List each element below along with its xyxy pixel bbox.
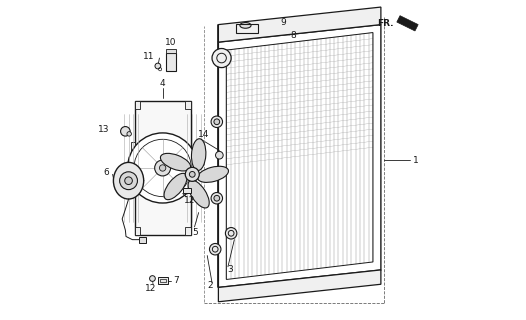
- Text: 5: 5: [193, 228, 198, 237]
- Circle shape: [159, 165, 166, 171]
- Bar: [160, 279, 166, 282]
- Bar: [185, 101, 190, 109]
- Circle shape: [155, 160, 170, 176]
- Ellipse shape: [240, 22, 251, 28]
- Ellipse shape: [114, 162, 144, 199]
- Circle shape: [211, 193, 222, 204]
- Text: 6: 6: [104, 168, 109, 177]
- Bar: [185, 227, 190, 235]
- Polygon shape: [218, 7, 381, 42]
- Polygon shape: [397, 16, 418, 31]
- Circle shape: [211, 116, 222, 127]
- Text: 9: 9: [281, 18, 287, 27]
- Text: 4: 4: [160, 79, 166, 88]
- Bar: [183, 188, 191, 194]
- Circle shape: [209, 244, 221, 255]
- Ellipse shape: [188, 180, 209, 208]
- Circle shape: [149, 276, 155, 281]
- Text: 12: 12: [184, 196, 195, 205]
- Bar: [166, 53, 176, 71]
- Text: 3: 3: [227, 265, 233, 275]
- Bar: [158, 277, 168, 284]
- Ellipse shape: [191, 139, 206, 171]
- Bar: [131, 184, 135, 194]
- Text: 7: 7: [173, 276, 179, 285]
- Circle shape: [120, 126, 130, 136]
- Bar: [236, 24, 258, 33]
- Bar: [135, 101, 190, 235]
- Polygon shape: [218, 270, 381, 302]
- Bar: [135, 101, 140, 109]
- Bar: [131, 142, 135, 152]
- Text: 12: 12: [145, 284, 157, 292]
- Bar: [166, 49, 176, 53]
- Circle shape: [189, 172, 195, 177]
- Circle shape: [212, 49, 231, 68]
- Text: 1: 1: [413, 156, 419, 164]
- Text: FR.: FR.: [377, 20, 393, 28]
- Circle shape: [155, 63, 161, 69]
- Text: 10: 10: [165, 38, 177, 47]
- Text: 11: 11: [143, 52, 154, 61]
- Circle shape: [127, 132, 132, 136]
- Circle shape: [185, 167, 199, 181]
- Text: 2: 2: [207, 281, 213, 290]
- Circle shape: [214, 196, 220, 201]
- Circle shape: [119, 172, 137, 190]
- Bar: [135, 227, 140, 235]
- Ellipse shape: [197, 166, 228, 182]
- Text: 14: 14: [198, 130, 210, 139]
- Circle shape: [216, 151, 223, 159]
- Circle shape: [125, 177, 133, 185]
- Circle shape: [226, 228, 237, 239]
- Circle shape: [214, 119, 220, 124]
- Ellipse shape: [160, 153, 190, 171]
- Ellipse shape: [164, 173, 187, 200]
- Bar: [139, 237, 146, 243]
- Text: 13: 13: [98, 125, 109, 134]
- Circle shape: [128, 133, 198, 203]
- Text: 8: 8: [291, 31, 297, 40]
